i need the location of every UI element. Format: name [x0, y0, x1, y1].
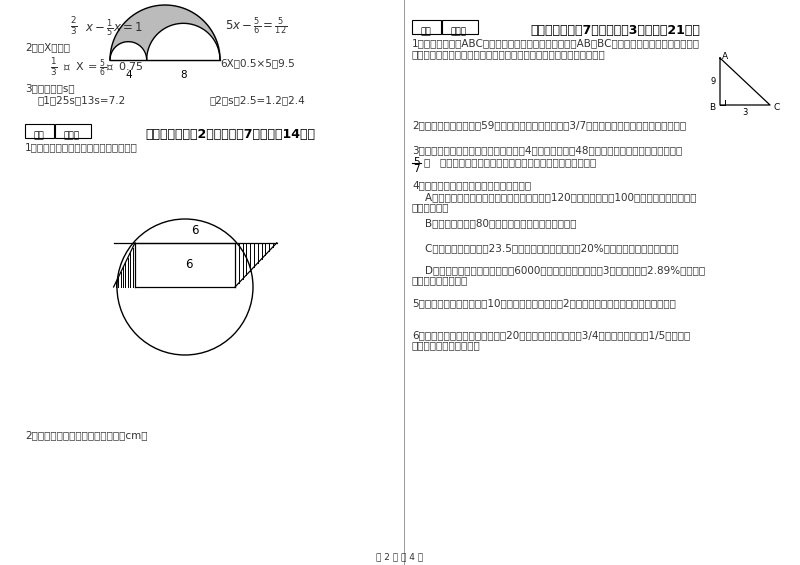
Text: $\frac{2}{3}$: $\frac{2}{3}$ — [70, 15, 78, 37]
Text: 1．把直角三角形ABC（如下图）（单位：分米）沿着边AB和BC分别旋转一周，可以得到两个不: 1．把直角三角形ABC（如下图）（单位：分米）沿着边AB和BC分别旋转一周，可以… — [412, 38, 700, 48]
Text: 评卷人: 评卷人 — [451, 27, 467, 36]
Text: 子多少筐？（用方程解）: 子多少筐？（用方程解） — [412, 340, 481, 350]
Text: ，  X = $\frac{5}{6}$，  0.75: ， X = $\frac{5}{6}$， 0.75 — [63, 58, 144, 80]
Text: $5x - \frac{5}{6}=\frac{5}{12}$: $5x - \frac{5}{6}=\frac{5}{12}$ — [225, 15, 287, 37]
Text: 7: 7 — [413, 164, 420, 174]
Text: 4．下面各题，只列出综合算式，不解答。: 4．下面各题，只列出综合算式，不解答。 — [412, 180, 531, 190]
Text: 第 2 页 共 4 页: 第 2 页 共 4 页 — [377, 552, 423, 561]
Text: A、六一儿童节，同学们做纸花，六年级做了120朵，五年级做了100朵，六年级比五年级多: A、六一儿童节，同学们做纸花，六年级做了120朵，五年级做了100朵，六年级比五… — [412, 192, 697, 202]
Text: C、王庄去年总产值为23.5万元，今年比去年增加了20%，今年的产值是多少万元？: C、王庄去年总产值为23.5万元，今年比去年增加了20%，今年的产值是多少万元？ — [412, 243, 678, 253]
Text: 5: 5 — [413, 157, 420, 167]
FancyBboxPatch shape — [54, 124, 90, 137]
Text: 9: 9 — [710, 77, 716, 86]
Text: 3．两列火车从甲乙两地同时相对开出，4小时后在距中点48千米处相遇。已知慢车是快车速度: 3．两列火车从甲乙两地同时相对开出，4小时后在距中点48千米处相遇。已知慢车是快… — [412, 145, 682, 155]
Text: 五、综合题（共2小题，每题7分，共计14分）: 五、综合题（共2小题，每题7分，共计14分） — [145, 128, 315, 141]
Text: 6．商店运来一些水果，运来苹果20筐，梨的筐数是苹果的3/4，同时又是橘子的1/5，运来橘: 6．商店运来一些水果，运来苹果20筐，梨的筐数是苹果的3/4，同时又是橘子的1/… — [412, 330, 690, 340]
Text: 6X－0.5×5＝9.5: 6X－0.5×5＝9.5 — [220, 58, 294, 68]
Text: 2．计算阴影部分的面积。（单位：cm）: 2．计算阴影部分的面积。（单位：cm） — [25, 430, 147, 440]
Text: 3．求未知数s。: 3．求未知数s。 — [25, 83, 74, 93]
Text: 评卷人: 评卷人 — [64, 131, 80, 140]
Text: B、六年级有男生80人，比女生多，女生有多少人？: B、六年级有男生80人，比女生多，女生有多少人？ — [412, 218, 577, 228]
Text: 同的圆锥。沿着哪条边旋转得到的圆锥体积比较大？是多少立方分米？: 同的圆锥。沿着哪条边旋转得到的圆锥体积比较大？是多少立方分米？ — [412, 49, 606, 59]
Text: 做百分之几？: 做百分之几？ — [412, 202, 450, 212]
FancyBboxPatch shape — [411, 20, 441, 33]
Text: C: C — [773, 103, 779, 112]
Text: 六、应用题（共7小题，每题3分，共计21分）: 六、应用题（共7小题，每题3分，共计21分） — [530, 24, 700, 37]
Text: 6: 6 — [191, 224, 198, 237]
Text: 6: 6 — [185, 258, 193, 271]
Text: 的   。快车和慢车的速度各是多少？甲乙两地相距多少千米？: 的 。快车和慢车的速度各是多少？甲乙两地相距多少千米？ — [424, 157, 596, 167]
Text: B: B — [709, 103, 715, 112]
Text: 4: 4 — [125, 70, 132, 80]
Text: 2．求X的值。: 2．求X的值。 — [25, 42, 70, 52]
Text: 8: 8 — [180, 70, 186, 80]
Text: （1）25s－13s=7.2: （1）25s－13s=7.2 — [37, 95, 126, 105]
Text: 得分: 得分 — [34, 131, 44, 140]
Text: $x - \frac{1}{5}x=1$: $x - \frac{1}{5}x=1$ — [85, 17, 143, 38]
Text: 3: 3 — [742, 108, 748, 117]
Text: 得分: 得分 — [421, 27, 431, 36]
Text: D、小林的妈妈在农业银行买了6000元国家建设债券，定期3年，年利率为2.89%，到期她: D、小林的妈妈在农业银行买了6000元国家建设债券，定期3年，年利率为2.89%… — [412, 265, 705, 275]
Text: 可获得利息多少元？: 可获得利息多少元？ — [412, 275, 468, 285]
Text: 2．甲、乙两辆车共载重59吨。甲车的载重量是乙车的3/7，甲、乙两车的载重量各是多少吨？: 2．甲、乙两辆车共载重59吨。甲车的载重量是乙车的3/7，甲、乙两车的载重量各是… — [412, 120, 686, 130]
Text: 5．一个圆形花坛，直径是10米，如果围绕花坛铺宽2米的草皮，则要铺多少平方米的草坪？: 5．一个圆形花坛，直径是10米，如果围绕花坛铺宽2米的草皮，则要铺多少平方米的草… — [412, 298, 676, 308]
Text: A: A — [722, 52, 728, 61]
FancyBboxPatch shape — [442, 20, 478, 33]
Text: （2）s：2.5=1.2：2.4: （2）s：2.5=1.2：2.4 — [210, 95, 306, 105]
FancyBboxPatch shape — [25, 124, 54, 137]
Text: $\frac{1}{3}$: $\frac{1}{3}$ — [50, 56, 58, 78]
Text: 1．求阴影部分的面积（单位：厘米）。: 1．求阴影部分的面积（单位：厘米）。 — [25, 142, 138, 152]
